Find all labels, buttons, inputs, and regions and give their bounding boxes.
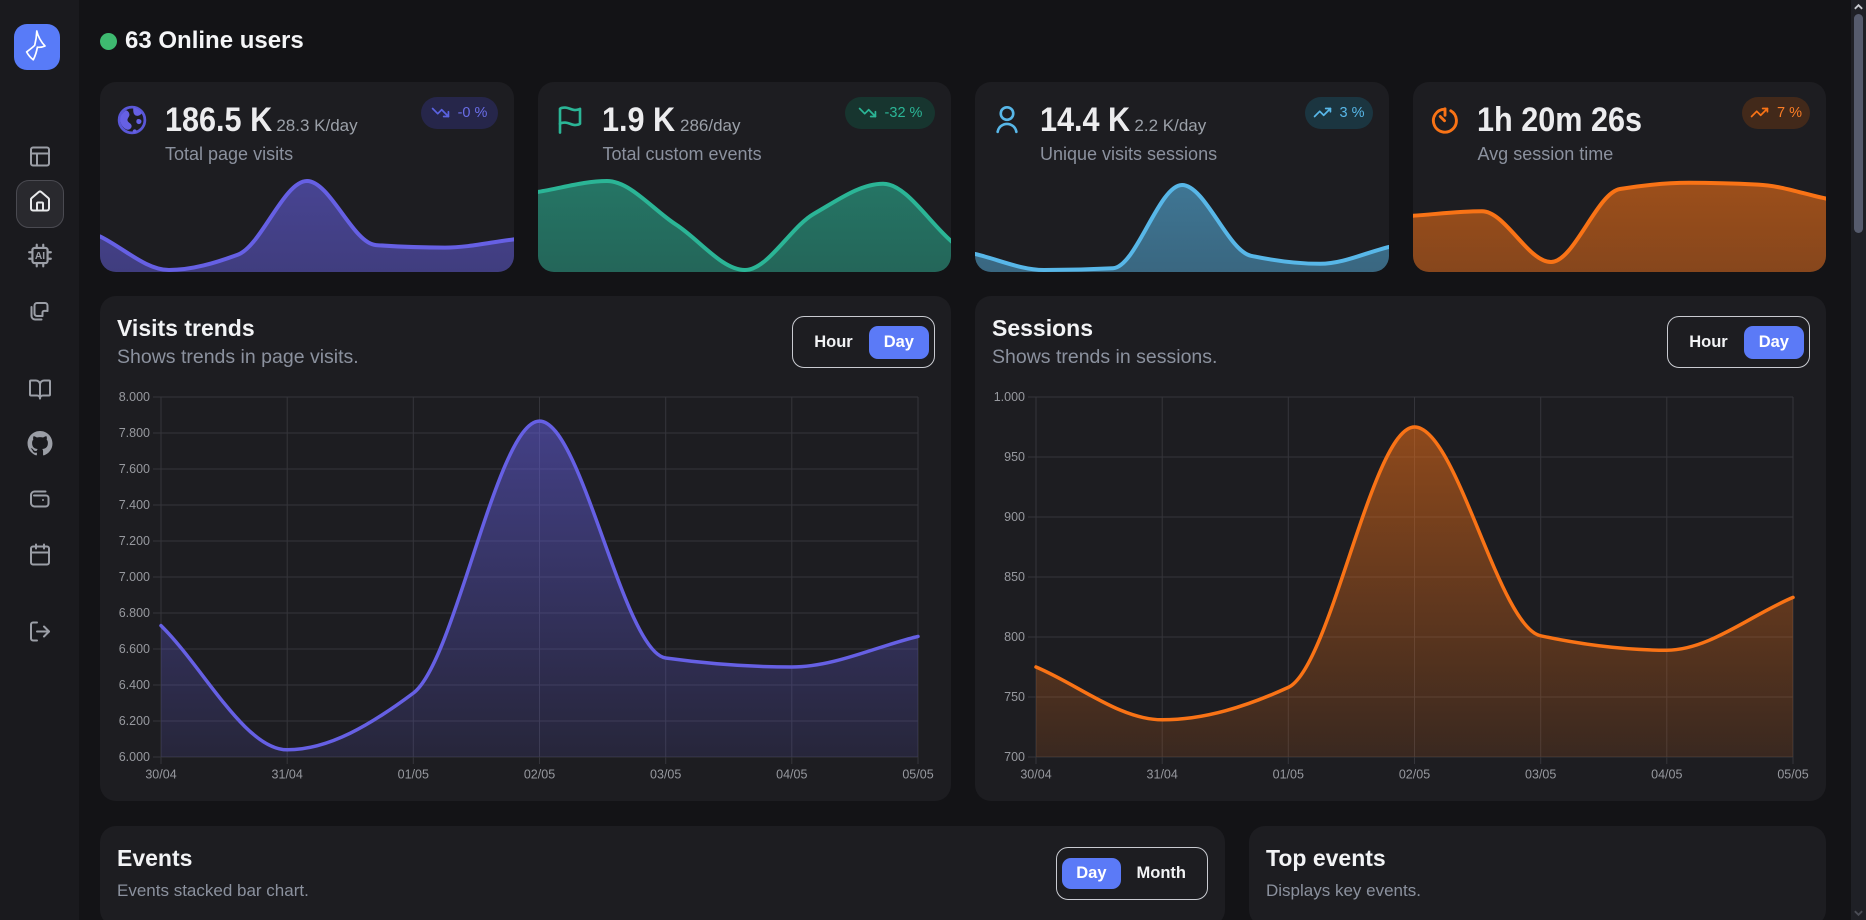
svg-text:6.800: 6.800 [119, 606, 150, 620]
svg-text:6.600: 6.600 [119, 642, 150, 656]
svg-text:750: 750 [1004, 690, 1025, 704]
svg-text:01/05: 01/05 [398, 768, 429, 782]
svg-text:6.400: 6.400 [119, 678, 150, 692]
svg-text:8.000: 8.000 [119, 390, 150, 404]
svg-text:31/04: 31/04 [1147, 768, 1178, 782]
svg-text:7.400: 7.400 [119, 498, 150, 512]
svg-text:05/05: 05/05 [902, 768, 933, 782]
svg-text:03/05: 03/05 [1525, 768, 1556, 782]
svg-text:31/04: 31/04 [272, 768, 303, 782]
svg-text:30/04: 30/04 [1020, 768, 1051, 782]
svg-text:800: 800 [1004, 630, 1025, 644]
svg-text:02/05: 02/05 [1399, 768, 1430, 782]
svg-text:30/04: 30/04 [145, 768, 176, 782]
svg-text:7.800: 7.800 [119, 426, 150, 440]
svg-text:01/05: 01/05 [1273, 768, 1304, 782]
svg-text:7.600: 7.600 [119, 462, 150, 476]
svg-text:AI: AI [35, 251, 45, 262]
svg-text:6.200: 6.200 [119, 714, 150, 728]
svg-text:900: 900 [1004, 510, 1025, 524]
svg-text:1.000: 1.000 [994, 390, 1025, 404]
svg-text:6.000: 6.000 [119, 750, 150, 764]
svg-text:04/05: 04/05 [1651, 768, 1682, 782]
svg-text:7.200: 7.200 [119, 534, 150, 548]
svg-text:02/05: 02/05 [524, 768, 555, 782]
svg-text:850: 850 [1004, 570, 1025, 584]
svg-text:04/05: 04/05 [776, 768, 807, 782]
svg-text:7.000: 7.000 [119, 570, 150, 584]
svg-text:03/05: 03/05 [650, 768, 681, 782]
svg-text:700: 700 [1004, 750, 1025, 764]
svg-text:05/05: 05/05 [1777, 768, 1808, 782]
svg-text:950: 950 [1004, 450, 1025, 464]
